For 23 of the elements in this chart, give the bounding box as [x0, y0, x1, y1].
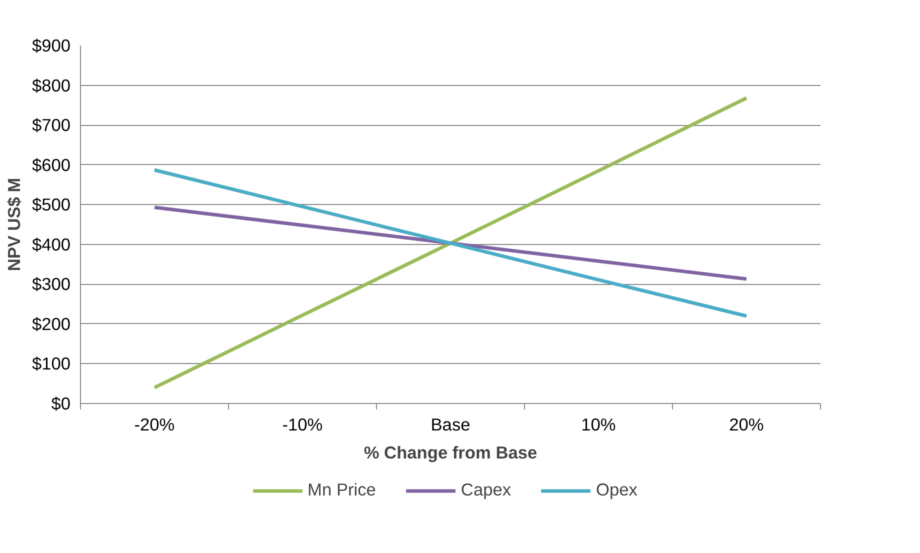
x-tick-label: 20% [729, 414, 764, 434]
line-series [152, 206, 748, 281]
y-tick-label: $300 [32, 274, 71, 294]
x-tick-label: Base [430, 414, 470, 434]
x-tick-label: 10% [581, 414, 616, 434]
y-tick-label: $800 [32, 75, 71, 96]
y-tick-label: $400 [32, 234, 71, 254]
x-axis-title: % Change from Base [364, 442, 538, 462]
y-tick-label: $500 [32, 194, 71, 215]
y-tick-label: $100 [32, 354, 71, 374]
line-series [152, 168, 748, 318]
y-tick-label: $600 [32, 154, 71, 175]
x-tick-label: -10% [282, 414, 323, 434]
line-series [152, 96, 748, 390]
y-tick-label: $200 [32, 314, 71, 334]
legend-label: Mn Price [308, 480, 376, 500]
legend-label: Capex [460, 480, 512, 500]
x-tick-label: -20% [134, 414, 175, 434]
y-tick-label: $0 [51, 394, 71, 414]
y-tick-label: $700 [32, 115, 71, 136]
y-tick-label: $900 [32, 36, 71, 56]
y-axis-title: NPV US$ M [4, 178, 24, 272]
legend-label: Opex [596, 480, 638, 500]
